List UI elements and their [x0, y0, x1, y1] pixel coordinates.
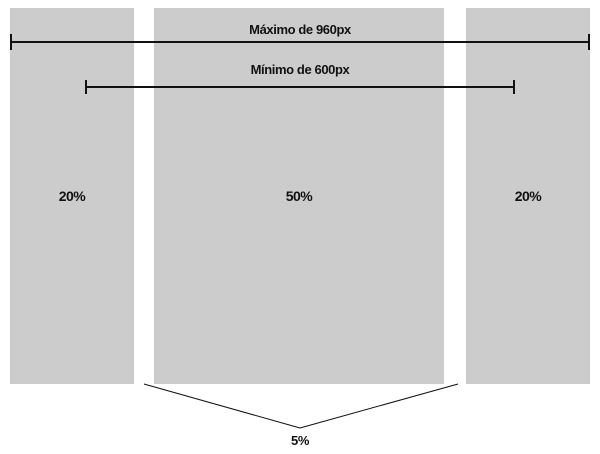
middle-column-label: 50%	[285, 188, 313, 204]
max-width-dimension-line	[10, 34, 590, 50]
left-column-label: 20%	[58, 188, 86, 204]
min-width-label: Mínimo de 600px	[250, 62, 350, 77]
right-column-label: 20%	[514, 188, 542, 204]
gap-indicator-lines	[143, 383, 459, 429]
max-width-label: Máximo de 960px	[249, 22, 351, 37]
min-width-dimension-line	[85, 80, 515, 94]
gap-label: 5%	[291, 433, 309, 448]
left-column	[10, 8, 134, 384]
right-column	[466, 8, 590, 384]
middle-column	[154, 8, 444, 384]
